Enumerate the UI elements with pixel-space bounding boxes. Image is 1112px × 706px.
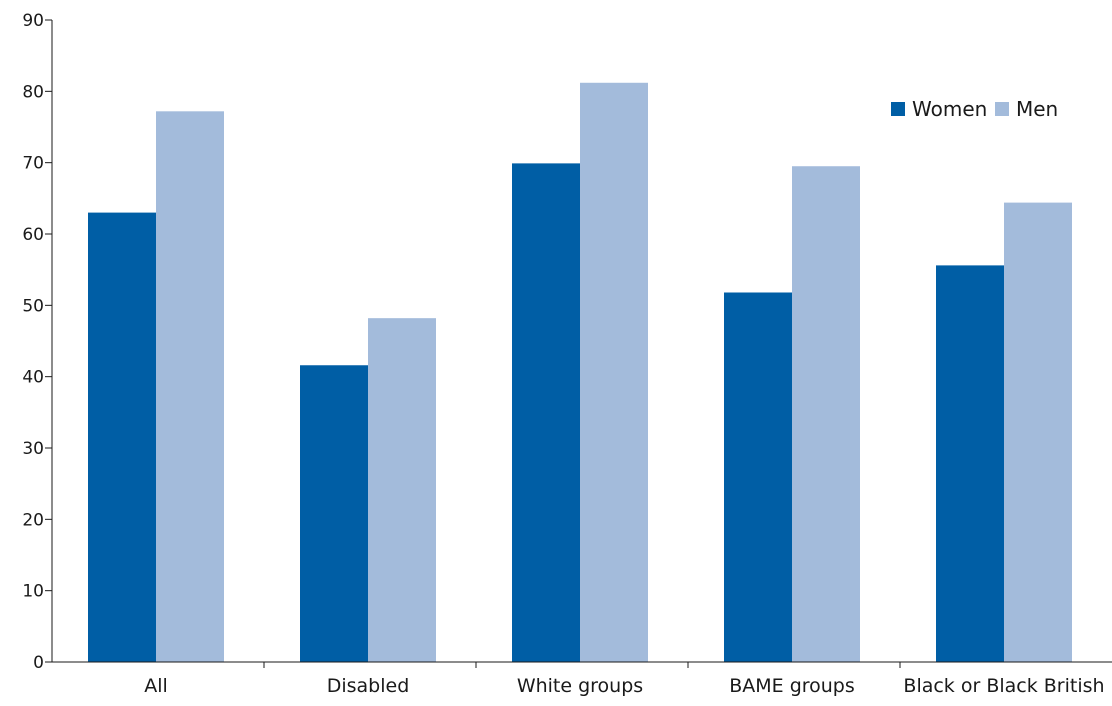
x-axis-labels: All Disabled White groups BAME groups Black … bbox=[144, 675, 1104, 697]
bar-women-3 bbox=[724, 292, 792, 662]
y-tick-label: 50 bbox=[22, 296, 44, 316]
bars bbox=[88, 82, 1072, 663]
legend-swatch-women bbox=[891, 102, 905, 116]
bar-men-2 bbox=[580, 82, 648, 663]
y-tick-label: 70 bbox=[22, 154, 44, 174]
legend-label-men: Men bbox=[1016, 97, 1058, 121]
bar-women-2 bbox=[512, 163, 580, 662]
y-tick-label: 40 bbox=[22, 368, 44, 388]
bar-men-0 bbox=[156, 111, 224, 663]
legend: Women Men bbox=[891, 97, 1058, 121]
x-category-label: All bbox=[144, 675, 168, 697]
y-axis-ticks: 0 10 20 30 40 50 60 70 80 90 bbox=[22, 11, 52, 673]
x-category-label: Disabled bbox=[327, 675, 410, 697]
legend-swatch-men bbox=[995, 102, 1009, 116]
bar-men-3 bbox=[792, 166, 860, 662]
axes bbox=[51, 20, 1112, 668]
y-tick-label: 20 bbox=[22, 510, 44, 530]
bar-men-1 bbox=[368, 318, 436, 662]
x-category-label: Black or Black British bbox=[903, 675, 1104, 697]
x-category-label: White groups bbox=[517, 675, 643, 697]
bar-women-1 bbox=[300, 365, 368, 662]
y-tick-label: 60 bbox=[22, 225, 44, 245]
bar-women-4 bbox=[936, 265, 1004, 662]
y-tick-label: 90 bbox=[22, 11, 44, 31]
x-category-label: BAME groups bbox=[729, 675, 855, 697]
y-tick-label: 80 bbox=[22, 82, 44, 102]
legend-label-women: Women bbox=[912, 97, 987, 121]
bar-men-4 bbox=[1004, 202, 1072, 662]
y-tick-label: 0 bbox=[33, 653, 44, 673]
y-tick-label: 10 bbox=[22, 582, 44, 602]
y-tick-label: 30 bbox=[22, 439, 44, 459]
bar-women-0 bbox=[88, 212, 156, 662]
